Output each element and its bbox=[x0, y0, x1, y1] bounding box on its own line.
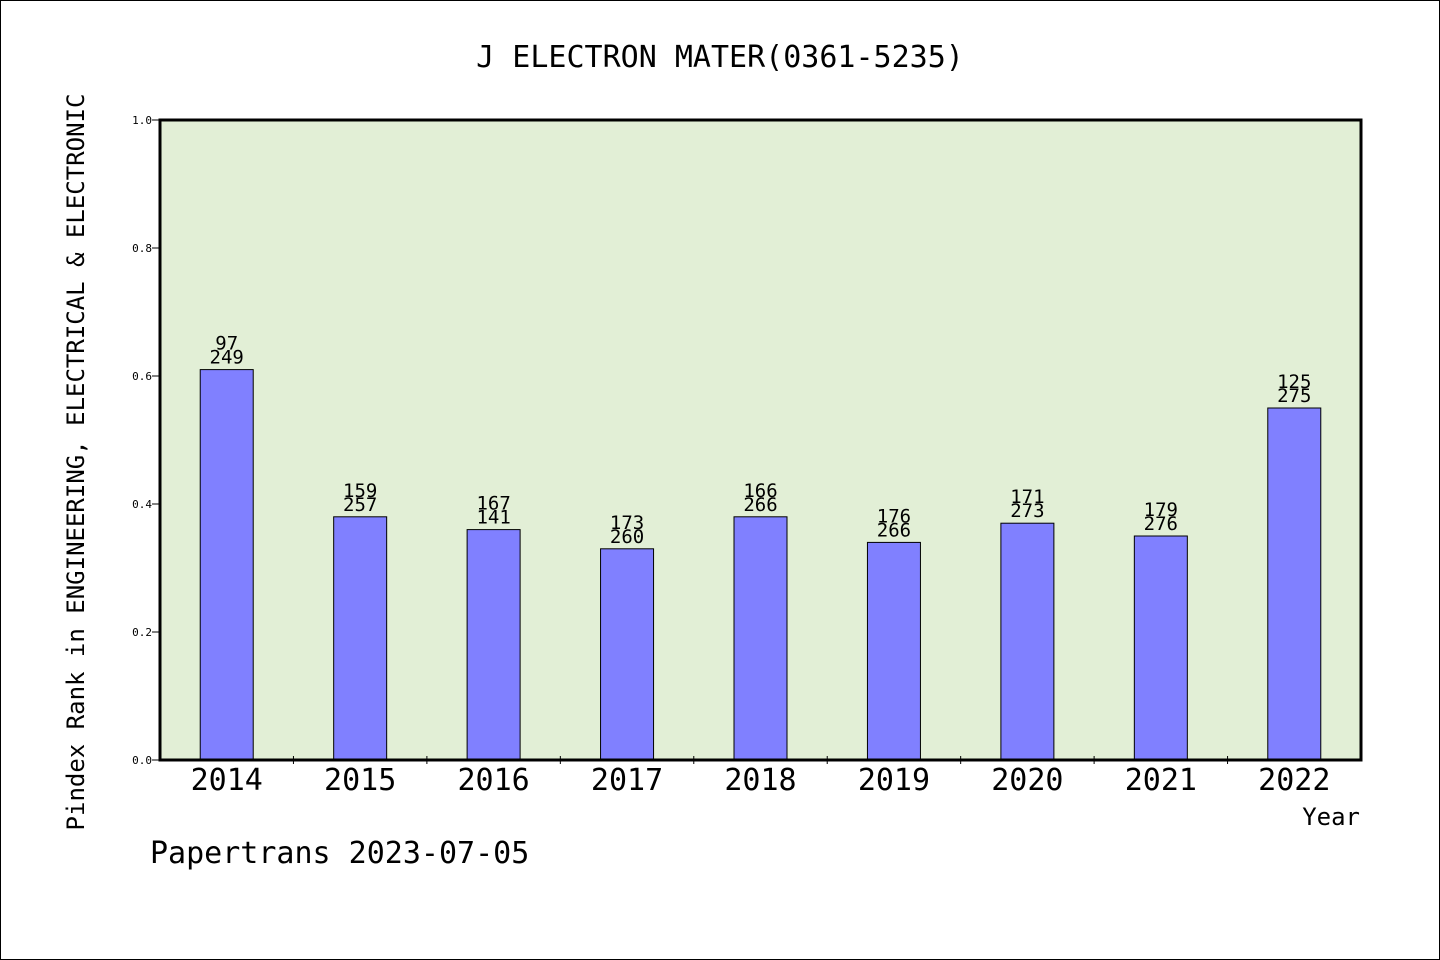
bar bbox=[199, 369, 254, 761]
bar-total-label: 266 bbox=[877, 519, 911, 541]
bar-total-label: 260 bbox=[610, 526, 644, 548]
bar-total-label: 249 bbox=[210, 347, 244, 369]
x-tick-label: 2019 bbox=[858, 763, 930, 798]
plot-border bbox=[158, 118, 1363, 762]
bar-rank-label: 167 bbox=[476, 493, 510, 515]
bar-total-label: 141 bbox=[476, 507, 510, 529]
chart-title: J ELECTRON MATER(0361-5235) bbox=[476, 40, 964, 75]
x-tick-label: 2017 bbox=[591, 763, 663, 798]
y-tick-label: 0.0 bbox=[132, 754, 152, 767]
x-tick-label: 2018 bbox=[724, 763, 796, 798]
bar-rank-label: 166 bbox=[743, 480, 777, 502]
y-tick-label: 0.6 bbox=[132, 370, 152, 383]
bar bbox=[600, 548, 655, 761]
bar-rank-label: 125 bbox=[1277, 371, 1311, 393]
bar-rank-label: 176 bbox=[877, 505, 911, 527]
bar bbox=[1267, 407, 1322, 761]
bar-rank-label: 173 bbox=[610, 512, 644, 534]
bar bbox=[866, 541, 921, 761]
y-axis-label: Pindex Rank in ENGINEERING, ELECTRICAL &… bbox=[62, 94, 90, 831]
bar-total-label: 273 bbox=[1010, 500, 1044, 522]
bar bbox=[1000, 522, 1055, 761]
bar-total-label: 257 bbox=[343, 494, 377, 516]
x-tick-label: 2021 bbox=[1125, 763, 1197, 798]
bar bbox=[733, 516, 788, 761]
x-tick-label: 2022 bbox=[1258, 763, 1330, 798]
x-axis-label: Year bbox=[1302, 803, 1360, 831]
bar bbox=[333, 516, 388, 761]
x-tick-label: 2016 bbox=[457, 763, 529, 798]
bar-total-label: 276 bbox=[1144, 513, 1178, 535]
y-tick-label: 0.2 bbox=[132, 626, 152, 639]
bar-rank-label: 179 bbox=[1144, 499, 1178, 521]
bar-rank-label: 159 bbox=[343, 480, 377, 502]
y-tick-label: 1.0 bbox=[132, 114, 152, 127]
bar-total-label: 266 bbox=[743, 494, 777, 516]
footer-text: Papertrans 2023-07-05 bbox=[150, 836, 529, 871]
x-tick-label: 2014 bbox=[191, 763, 263, 798]
bar-rank-label: 97 bbox=[215, 333, 238, 355]
y-tick-label: 0.8 bbox=[132, 242, 152, 255]
x-tick-label: 2015 bbox=[324, 763, 396, 798]
x-tick-label: 2020 bbox=[991, 763, 1063, 798]
bar-total-label: 275 bbox=[1277, 385, 1311, 407]
bar bbox=[1133, 535, 1188, 761]
y-tick-label: 0.4 bbox=[132, 498, 152, 511]
bar-rank-label: 171 bbox=[1010, 486, 1044, 508]
bar bbox=[466, 529, 521, 761]
